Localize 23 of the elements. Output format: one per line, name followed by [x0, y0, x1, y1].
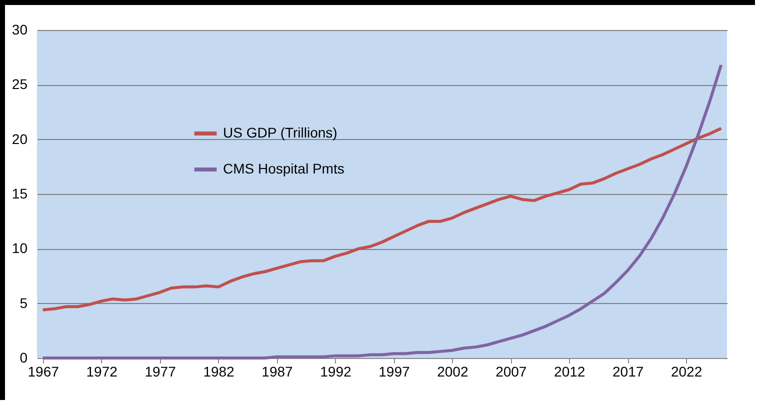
y-tick-label: 30 — [12, 22, 28, 38]
x-tick-label: 2022 — [670, 364, 702, 380]
x-tick-label: 1972 — [86, 364, 118, 380]
x-tick-label: 1967 — [28, 364, 60, 380]
x-tick-label: 2007 — [496, 364, 527, 380]
x-tick-label: 2012 — [554, 364, 586, 380]
y-tick-label: 10 — [12, 240, 28, 256]
legend-label: CMS Hospital Pmts — [223, 160, 344, 176]
y-tick-label: 25 — [12, 76, 28, 92]
x-tick-label: 1977 — [144, 364, 176, 380]
x-tick-label: 1987 — [262, 364, 294, 380]
y-tick-label: 0 — [20, 350, 28, 366]
x-tick-label: 1997 — [378, 364, 410, 380]
x-tick-label: 1982 — [203, 364, 235, 380]
y-tick-label: 15 — [12, 186, 28, 202]
x-tick-label: 2017 — [612, 364, 644, 380]
line-series — [41, 63, 723, 360]
y-tick-label: 5 — [20, 294, 28, 311]
y-tick-label: 20 — [12, 130, 28, 147]
legend-label: US GDP (Trillions) — [223, 124, 338, 140]
x-tick-label: 1992 — [320, 364, 352, 380]
x-tick-label: 2002 — [437, 364, 468, 380]
line-series — [41, 126, 723, 312]
